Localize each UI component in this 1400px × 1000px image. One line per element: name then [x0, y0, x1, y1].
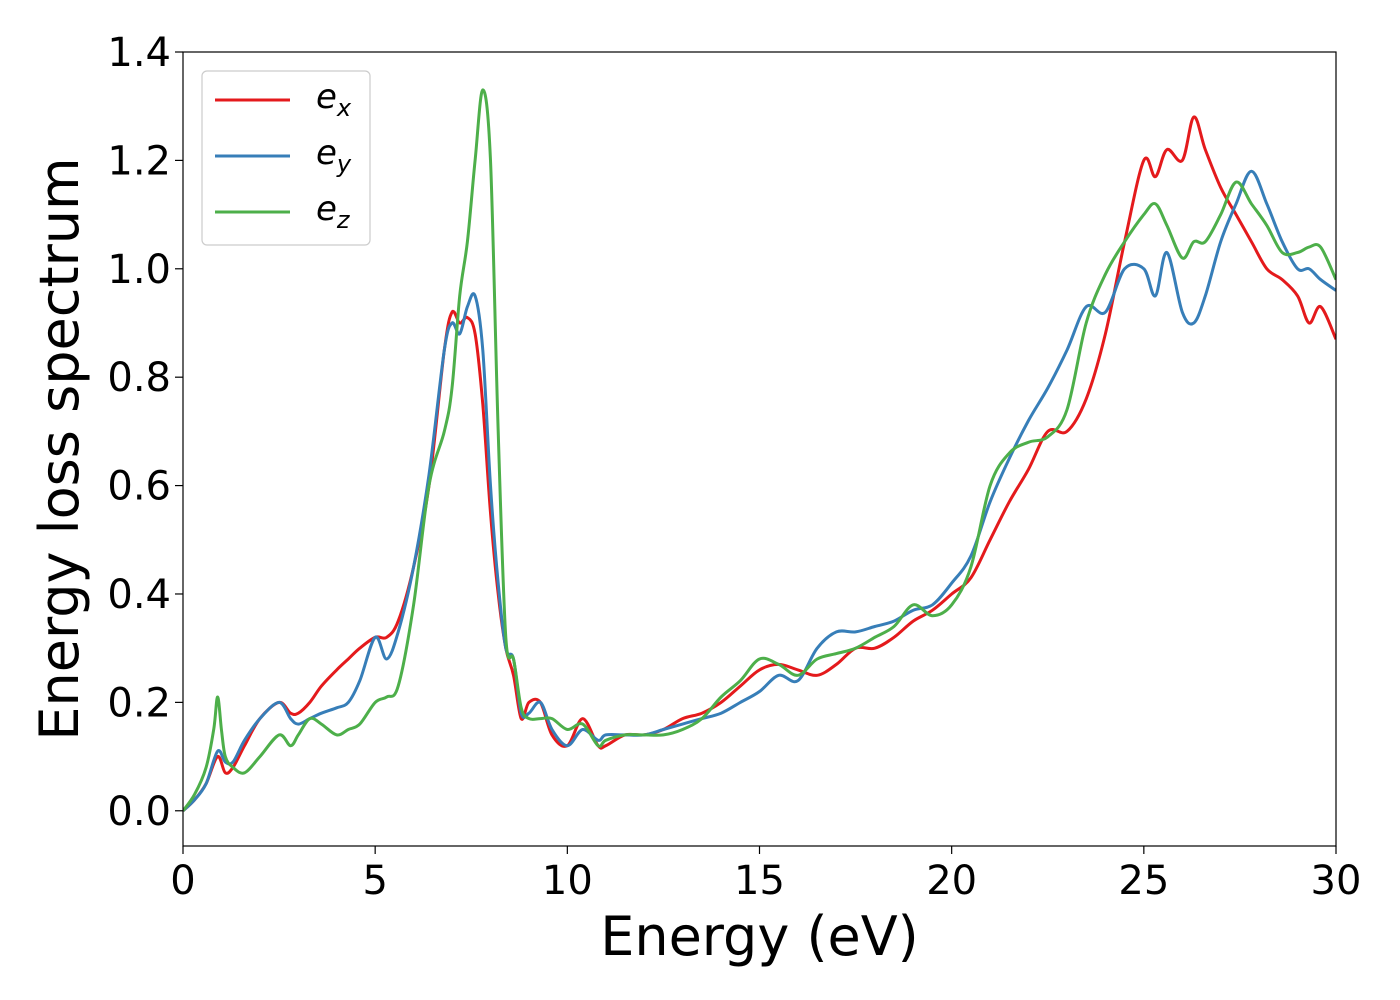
x-tick-label: 5	[362, 858, 387, 904]
series-lines	[183, 88, 1336, 812]
y-tick-label: 0.8	[107, 355, 171, 401]
x-tick-label: 30	[1311, 858, 1362, 904]
y-axis-label: Energy loss spectrum	[28, 157, 91, 740]
x-tick-label: 15	[734, 858, 785, 904]
x-tick-label: 25	[1118, 858, 1169, 904]
x-tick-label: 20	[926, 858, 977, 904]
series-line-z	[183, 88, 1336, 812]
series-line-y	[183, 169, 1336, 812]
y-axis: 0.0 0.2 0.4 0.6 0.8 1.0 1.2 1.4	[107, 30, 183, 835]
legend-label-y: ey	[316, 133, 352, 178]
y-tick-label: 1.0	[107, 247, 171, 293]
x-axis: 0 5 10 15 20 25 30	[170, 846, 1361, 904]
y-tick-label: 0.4	[107, 572, 171, 618]
legend-label-x: ex	[316, 77, 352, 122]
y-tick-label: 0.0	[107, 789, 171, 835]
y-tick-label: 1.2	[107, 138, 171, 184]
y-tick-label: 0.6	[107, 464, 171, 510]
y-tick-label: 1.4	[107, 30, 171, 76]
x-axis-label: Energy (eV)	[600, 905, 919, 968]
legend-label-z: ez	[316, 189, 351, 234]
legend-box	[201, 70, 371, 246]
x-tick-label: 10	[542, 858, 593, 904]
x-tick-label: 0	[170, 858, 195, 904]
y-tick-label: 0.2	[107, 680, 171, 726]
legend: ex ey ez	[201, 70, 371, 246]
